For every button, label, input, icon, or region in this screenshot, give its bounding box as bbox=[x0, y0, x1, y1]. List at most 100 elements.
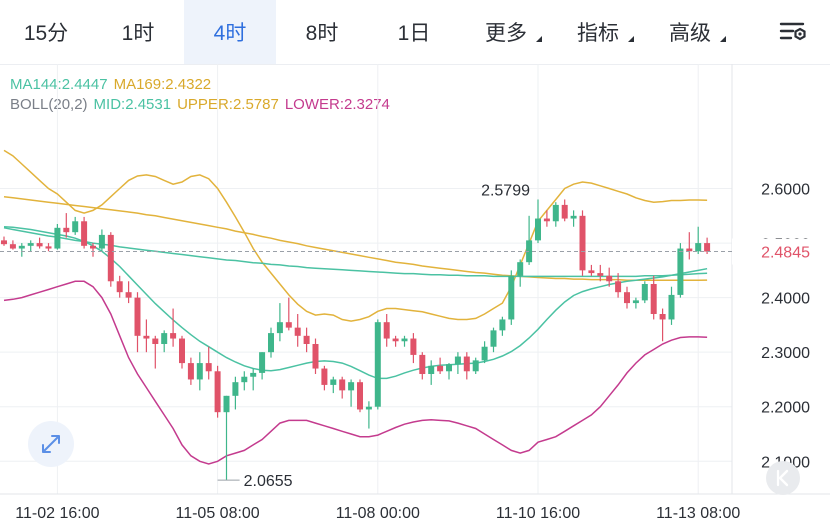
tab-8h[interactable]: 8时 bbox=[276, 0, 368, 64]
candle-body bbox=[374, 322, 381, 407]
candle-body bbox=[446, 364, 452, 372]
candle-body bbox=[170, 333, 177, 339]
candle-body bbox=[250, 372, 257, 377]
legend-mid: MID:2.4531 bbox=[93, 96, 172, 113]
candle-body bbox=[499, 319, 506, 331]
tab-1h[interactable]: 1时 bbox=[92, 0, 184, 64]
candle-body bbox=[232, 382, 239, 396]
low-annotation: 2.0655 bbox=[244, 473, 293, 490]
x-tick-label: 11-08 00:00 bbox=[336, 505, 420, 522]
candle-body bbox=[419, 354, 426, 374]
candle-body bbox=[187, 363, 194, 380]
current-price-box bbox=[732, 238, 830, 265]
y-tick-label: 2.2000 bbox=[761, 400, 810, 417]
x-tick-label: 11-10 16:00 bbox=[496, 505, 580, 522]
candle-body bbox=[526, 240, 533, 263]
ma169-line bbox=[3, 195, 708, 281]
boll-mid-line bbox=[3, 225, 708, 380]
candle-body bbox=[472, 360, 479, 372]
candle-body bbox=[134, 297, 141, 336]
candle-body bbox=[437, 365, 444, 372]
legend-lower: LOWER:2.3274 bbox=[284, 96, 390, 113]
candle-body bbox=[579, 215, 586, 271]
collapse-button[interactable] bbox=[766, 461, 800, 495]
candle-body bbox=[45, 246, 52, 249]
candle-body bbox=[632, 300, 639, 304]
chart-settings-button[interactable] bbox=[758, 0, 830, 64]
candle-body bbox=[36, 243, 43, 247]
candle-body bbox=[152, 338, 159, 344]
candle-body bbox=[214, 371, 221, 413]
tab-15m[interactable]: 15分 bbox=[0, 0, 92, 64]
candle-body bbox=[543, 218, 550, 222]
boll-lower-line bbox=[3, 280, 708, 465]
tab-label: 15分 bbox=[23, 22, 69, 45]
candle-body bbox=[401, 338, 408, 342]
y-tick-label: 2.4000 bbox=[761, 291, 810, 308]
candle-body bbox=[116, 281, 123, 293]
candlestick-chart[interactable]: 2.10002.20002.30002.40002.50002.600011-0… bbox=[0, 64, 830, 526]
boll-upper-line bbox=[3, 149, 708, 322]
tab-indicators[interactable]: 指标 bbox=[552, 0, 644, 64]
candle-body bbox=[196, 363, 203, 380]
candle-body bbox=[18, 245, 25, 249]
tab-label: 4时 bbox=[213, 22, 247, 45]
legend-boll: BOLL(20,2) bbox=[10, 96, 88, 113]
candle-body bbox=[223, 395, 230, 413]
candle-body bbox=[179, 338, 185, 364]
candle-body bbox=[695, 243, 702, 252]
candle-body bbox=[9, 244, 16, 249]
candle-body bbox=[27, 243, 34, 246]
chart-settings-icon bbox=[779, 22, 806, 41]
candle-body bbox=[588, 270, 595, 274]
tab-4h[interactable]: 4时 bbox=[184, 0, 276, 64]
candle-body bbox=[428, 365, 435, 374]
candle-body bbox=[72, 221, 79, 233]
tab-more[interactable]: 更多 bbox=[460, 0, 552, 64]
legend-upper: UPPER:2.5787 bbox=[177, 96, 279, 113]
x-tick-label: 11-13 08:00 bbox=[656, 505, 740, 522]
candle-body bbox=[552, 204, 559, 222]
candle-body bbox=[517, 262, 524, 276]
candle-body bbox=[125, 292, 132, 298]
candle-body bbox=[508, 275, 515, 320]
candle-body bbox=[330, 379, 337, 385]
candle-body bbox=[285, 322, 292, 328]
legend-ma169: MA169:2.4322 bbox=[113, 76, 212, 93]
candle-body bbox=[383, 322, 390, 339]
candle-body bbox=[312, 344, 319, 369]
tab-advanced[interactable]: 高级 bbox=[644, 0, 736, 64]
candle-body bbox=[241, 376, 248, 383]
candle-body bbox=[54, 227, 61, 249]
tab-label: 1日 bbox=[397, 22, 431, 45]
candle-body bbox=[81, 221, 88, 246]
candle-body bbox=[570, 215, 577, 219]
candle-body bbox=[624, 292, 630, 304]
candle-body bbox=[454, 356, 461, 365]
candle-body bbox=[143, 335, 150, 339]
candle-body bbox=[259, 352, 266, 373]
candle-body bbox=[63, 227, 70, 233]
y-tick-label: 2.3000 bbox=[761, 345, 810, 362]
candle-body bbox=[98, 234, 105, 249]
boll-legend: BOLL(20,2) MID:2.4531 UPPER:2.5787 LOWER:2.… bbox=[10, 96, 396, 113]
candle-body bbox=[294, 327, 301, 336]
candle-body bbox=[686, 248, 693, 252]
tab-1d[interactable]: 1日 bbox=[368, 0, 460, 64]
candle-body bbox=[659, 314, 666, 320]
candle-body bbox=[276, 322, 283, 334]
candle-body bbox=[535, 218, 541, 241]
ma144-line bbox=[3, 227, 708, 278]
candle-body bbox=[339, 379, 346, 391]
candle-body bbox=[90, 245, 96, 249]
current-price-label: 2.4845 bbox=[761, 245, 810, 262]
candle-body bbox=[668, 294, 675, 320]
ma-legend: MA144:2.4447 MA169:2.4322 bbox=[10, 76, 217, 93]
candle-body bbox=[463, 356, 470, 372]
candle-body bbox=[268, 333, 274, 353]
tab-label: 高级 bbox=[669, 22, 711, 45]
candle-body bbox=[704, 243, 711, 252]
x-tick-label: 11-05 08:00 bbox=[175, 505, 259, 522]
tab-label: 1时 bbox=[121, 22, 155, 45]
candle-body bbox=[677, 248, 684, 295]
